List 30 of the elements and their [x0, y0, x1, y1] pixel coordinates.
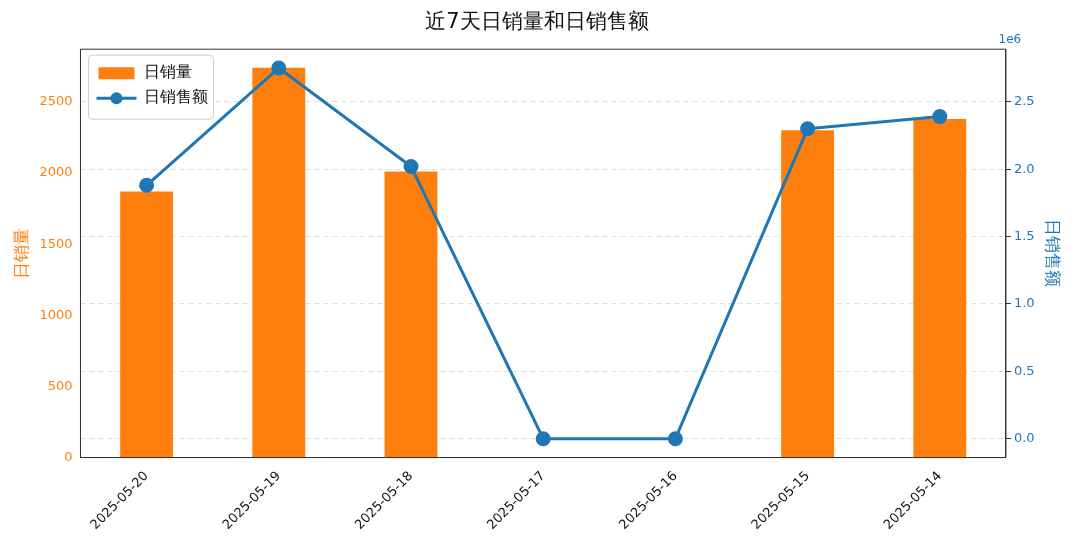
- y2-tick-label: 1.5: [1013, 227, 1035, 243]
- text: 1e6: [998, 32, 1022, 47]
- bar: [120, 191, 174, 458]
- point: [139, 177, 155, 193]
- y2-tick-label: 0.0: [1013, 430, 1035, 446]
- bar: [252, 67, 306, 458]
- y-tick-label: 0: [64, 448, 73, 464]
- point: [535, 431, 551, 447]
- y-tick-label: 2500: [39, 93, 73, 109]
- chart-title: 近7天日销量和日销售额: [425, 9, 649, 34]
- y2-tick-label: 0.5: [1013, 362, 1035, 378]
- y-tick-label: 2000: [39, 164, 73, 180]
- legend-label: 日销量: [144, 62, 193, 82]
- point: [667, 431, 683, 447]
- point: [932, 109, 948, 125]
- point: [271, 60, 287, 76]
- y2-tick-label: 2.0: [1013, 160, 1035, 176]
- y-tick-label: 1500: [39, 235, 73, 251]
- y-axis-title: 日销量: [10, 227, 31, 279]
- point: [800, 121, 816, 137]
- bar: [913, 118, 967, 458]
- y-tick-label: 1000: [39, 306, 73, 322]
- point: [403, 158, 419, 174]
- y2-tick-label: 2.5: [1013, 93, 1035, 109]
- legend-label: 日销售额: [144, 87, 209, 107]
- y-tick-label: 500: [47, 377, 73, 393]
- bar: [384, 171, 438, 458]
- y2-tick-label: 1.0: [1013, 295, 1035, 311]
- y2-axis-title: 日销售额: [1043, 219, 1064, 288]
- bar: [781, 130, 835, 458]
